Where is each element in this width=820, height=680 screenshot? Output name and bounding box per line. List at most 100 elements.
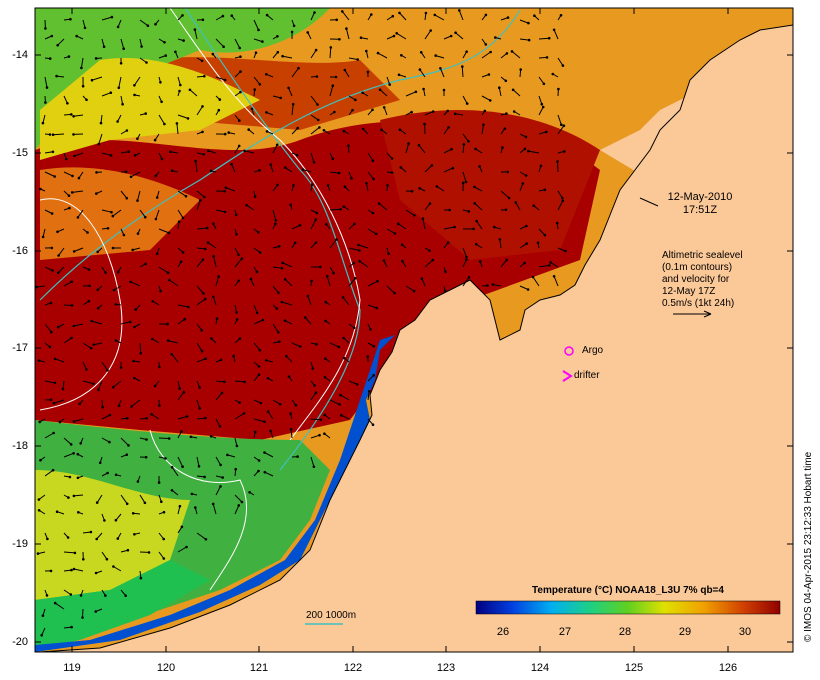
velocity-arrow	[113, 285, 122, 291]
velocity-arrow	[91, 76, 103, 81]
velocity-arrow-head	[37, 359, 41, 362]
velocity-arrow-head	[418, 187, 422, 190]
velocity-arrow-head	[422, 87, 425, 91]
velocity-arrow	[137, 190, 141, 201]
velocity-arrow-head	[136, 480, 140, 483]
velocity-arrow	[458, 10, 464, 21]
velocity-arrow	[253, 76, 261, 85]
velocity-arrow-head	[269, 429, 272, 433]
velocity-arrow-head	[227, 131, 230, 134]
sealevel-contour-2	[39, 198, 123, 411]
velocity-arrow-head	[52, 401, 56, 405]
velocity-arrow-head	[536, 241, 540, 245]
velocity-arrow-head	[136, 137, 139, 140]
velocity-arrow-head	[155, 196, 159, 199]
velocity-arrow	[359, 260, 369, 268]
velocity-arrow-head	[371, 423, 375, 427]
velocity-arrow	[310, 12, 315, 21]
velocity-arrow	[194, 29, 198, 40]
velocity-arrow-head	[203, 297, 207, 301]
velocity-arrow-head	[255, 270, 259, 274]
velocity-arrow-head	[382, 106, 386, 109]
velocity-arrow-head	[301, 168, 305, 171]
velocity-arrow-head	[53, 601, 57, 605]
velocity-arrow-head	[48, 133, 52, 136]
velocity-arrow-head	[331, 84, 335, 87]
velocity-arrow	[396, 32, 407, 40]
velocity-arrow	[282, 55, 293, 59]
velocity-arrow	[196, 106, 203, 116]
velocity-arrow	[284, 279, 293, 287]
velocity-arrow-head	[99, 121, 103, 125]
velocity-arrow	[443, 167, 454, 173]
velocity-arrow	[207, 242, 217, 249]
velocity-arrow-head	[127, 444, 130, 447]
velocity-arrow-head	[266, 410, 270, 413]
velocity-arrow	[82, 531, 91, 534]
velocity-arrow	[519, 243, 527, 249]
velocity-arrow-head	[393, 232, 397, 235]
velocity-arrow-head	[212, 222, 215, 225]
velocity-arrow	[424, 259, 434, 268]
velocity-arrow-head	[163, 41, 166, 44]
velocity-arrow-head	[400, 54, 403, 57]
velocity-arrow-head	[206, 241, 210, 244]
velocity-arrow	[225, 187, 236, 192]
velocity-arrow-head	[56, 325, 60, 329]
velocity-arrow	[63, 452, 74, 458]
velocity-arrow-head	[219, 463, 222, 467]
velocity-arrow-head	[399, 166, 403, 169]
velocity-arrow	[171, 466, 179, 477]
velocity-arrow-head	[338, 403, 341, 406]
velocity-arrow-head	[442, 88, 446, 92]
velocity-arrow-head	[77, 176, 81, 180]
velocity-arrow	[139, 494, 146, 504]
velocity-arrow-head	[85, 368, 88, 371]
velocity-arrow-head	[242, 412, 246, 415]
velocity-arrow	[97, 380, 103, 391]
velocity-arrow	[215, 392, 223, 401]
velocity-arrow-head	[243, 149, 246, 153]
velocity-arrow-head	[203, 195, 206, 199]
velocity-arrow-head	[55, 74, 58, 78]
velocity-arrow-head	[352, 326, 356, 330]
velocity-arrow-head	[186, 117, 190, 120]
velocity-arrow-head	[50, 246, 54, 250]
velocity-arrow-head	[237, 144, 241, 148]
velocity-arrow-head	[235, 444, 239, 448]
velocity-arrow-head	[501, 146, 504, 149]
velocity-arrow-head	[433, 13, 437, 17]
velocity-arrow-head	[69, 17, 72, 21]
velocity-arrow-head	[474, 147, 477, 151]
velocity-arrow	[557, 200, 564, 211]
velocity-arrow-head	[143, 501, 147, 505]
velocity-arrow-head	[163, 122, 166, 126]
velocity-arrow	[41, 627, 46, 636]
velocity-arrow-head	[67, 496, 70, 499]
velocity-arrow	[215, 276, 220, 287]
velocity-arrow-head	[410, 110, 413, 114]
velocity-arrow	[101, 92, 111, 97]
velocity-arrow-head	[144, 455, 148, 459]
velocity-arrow-head	[290, 30, 294, 34]
velocity-arrow-head	[254, 51, 258, 54]
velocity-arrow-head	[253, 430, 257, 434]
velocity-arrow-head	[94, 610, 97, 613]
velocity-arrow	[474, 186, 483, 192]
velocity-arrow-head	[48, 57, 52, 60]
velocity-arrow	[151, 413, 160, 420]
velocity-arrow	[424, 165, 433, 173]
date-line: 12-May-2010	[667, 191, 733, 203]
velocity-arrow	[310, 127, 320, 135]
velocity-arrow	[272, 266, 283, 269]
velocity-arrow	[82, 19, 86, 28]
velocity-arrow-head	[281, 261, 284, 265]
velocity-arrow-head	[390, 157, 394, 160]
velocity-arrow-head	[287, 375, 291, 378]
isobath-label: 200 1000m	[306, 610, 357, 621]
velocity-arrow-head	[484, 13, 488, 17]
velocity-arrow	[244, 150, 255, 154]
velocity-arrow-head	[523, 147, 527, 151]
velocity-arrow	[215, 486, 221, 496]
velocity-arrow-head	[374, 232, 378, 236]
